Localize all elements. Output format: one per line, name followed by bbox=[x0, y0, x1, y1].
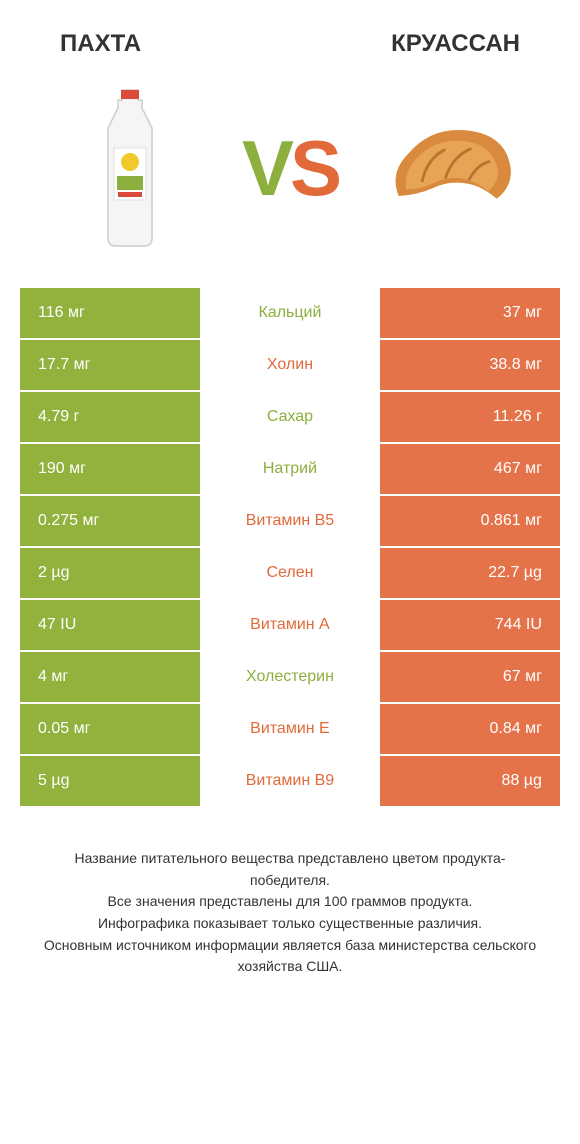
value-right: 22.7 µg bbox=[380, 548, 560, 598]
footer-line: Инфографика показывает только существенн… bbox=[40, 913, 540, 935]
table-row: 0.05 мгВитамин E0.84 мг bbox=[20, 704, 560, 756]
nutrient-label: Витамин E bbox=[200, 704, 380, 754]
croissant-icon bbox=[380, 113, 520, 223]
value-right: 0.84 мг bbox=[380, 704, 560, 754]
footer-notes: Название питательного вещества представл… bbox=[20, 848, 560, 978]
titles-row: ПАХТА КРУАССАН bbox=[20, 30, 560, 58]
value-right: 11.26 г bbox=[380, 392, 560, 442]
value-left: 116 мг bbox=[20, 288, 200, 338]
nutrient-label: Холин bbox=[200, 340, 380, 390]
value-left: 0.05 мг bbox=[20, 704, 200, 754]
value-left: 2 µg bbox=[20, 548, 200, 598]
nutrient-label: Витамин B5 bbox=[200, 496, 380, 546]
table-row: 17.7 мгХолин38.8 мг bbox=[20, 340, 560, 392]
table-row: 4.79 гСахар11.26 г bbox=[20, 392, 560, 444]
comparison-infographic: ПАХТА КРУАССАН VS bbox=[0, 0, 580, 998]
vs-v: V bbox=[242, 124, 290, 212]
footer-line: Основным источником информации является … bbox=[40, 935, 540, 978]
value-left: 5 µg bbox=[20, 756, 200, 806]
nutrient-label: Холестерин bbox=[200, 652, 380, 702]
footer-line: Все значения представлены для 100 граммо… bbox=[40, 891, 540, 913]
value-right: 0.861 мг bbox=[380, 496, 560, 546]
footer-line: Название питательного вещества представл… bbox=[40, 848, 540, 891]
value-left: 47 IU bbox=[20, 600, 200, 650]
table-row: 116 мгКальций37 мг bbox=[20, 288, 560, 340]
table-row: 190 мгНатрий467 мг bbox=[20, 444, 560, 496]
table-row: 47 IUВитамин A744 IU bbox=[20, 600, 560, 652]
title-right: КРУАССАН bbox=[391, 30, 520, 58]
value-left: 4.79 г bbox=[20, 392, 200, 442]
table-row: 4 мгХолестерин67 мг bbox=[20, 652, 560, 704]
table-row: 0.275 мгВитамин B50.861 мг bbox=[20, 496, 560, 548]
nutrient-label: Витамин A bbox=[200, 600, 380, 650]
value-left: 0.275 мг bbox=[20, 496, 200, 546]
product-image-left bbox=[60, 83, 200, 253]
value-left: 190 мг bbox=[20, 444, 200, 494]
value-right: 88 µg bbox=[380, 756, 560, 806]
buttermilk-bottle-icon bbox=[100, 88, 160, 248]
comparison-table: 116 мгКальций37 мг17.7 мгХолин38.8 мг4.7… bbox=[20, 288, 560, 808]
nutrient-label: Натрий bbox=[200, 444, 380, 494]
value-right: 67 мг bbox=[380, 652, 560, 702]
nutrient-label: Витамин B9 bbox=[200, 756, 380, 806]
table-row: 2 µgСелен22.7 µg bbox=[20, 548, 560, 600]
nutrient-label: Сахар bbox=[200, 392, 380, 442]
title-left: ПАХТА bbox=[60, 30, 141, 58]
table-row: 5 µgВитамин B988 µg bbox=[20, 756, 560, 808]
vs-label: VS bbox=[242, 123, 338, 214]
images-row: VS bbox=[20, 78, 560, 258]
value-right: 744 IU bbox=[380, 600, 560, 650]
vs-s: S bbox=[290, 124, 338, 212]
value-right: 38.8 мг bbox=[380, 340, 560, 390]
nutrient-label: Селен bbox=[200, 548, 380, 598]
product-image-right bbox=[380, 83, 520, 253]
value-left: 17.7 мг bbox=[20, 340, 200, 390]
value-right: 37 мг bbox=[380, 288, 560, 338]
value-left: 4 мг bbox=[20, 652, 200, 702]
nutrient-label: Кальций bbox=[200, 288, 380, 338]
value-right: 467 мг bbox=[380, 444, 560, 494]
